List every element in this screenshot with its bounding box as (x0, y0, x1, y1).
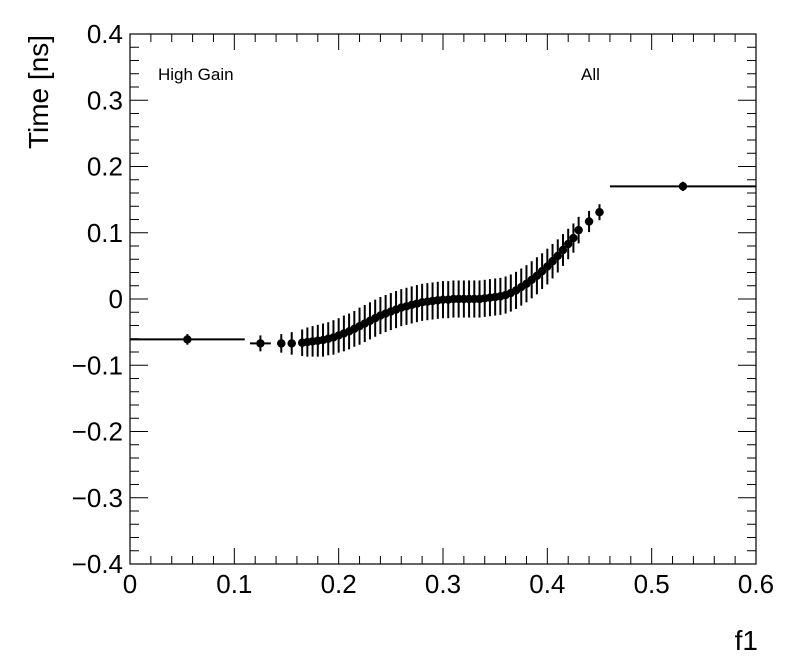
data-marker (595, 208, 604, 217)
data-point (553, 239, 562, 273)
y-tick-label: −0.1 (72, 350, 123, 380)
y-tick-label: 0 (109, 284, 123, 314)
x-axis-title: f1 (735, 625, 758, 656)
x-tick-label: 0.5 (634, 569, 670, 599)
data-marker (543, 262, 552, 271)
data-point (548, 244, 557, 279)
data-points (130, 181, 756, 357)
data-point (564, 228, 573, 260)
data-marker (256, 339, 265, 348)
annotation-high-gain: High Gain (158, 65, 234, 84)
data-marker (277, 339, 286, 348)
data-point (249, 335, 271, 352)
data-marker (558, 245, 568, 255)
data-marker (553, 251, 562, 261)
data-point (506, 274, 516, 312)
data-marker (574, 225, 583, 235)
y-tick-label: −0.2 (72, 417, 123, 447)
data-point (324, 322, 333, 356)
data-marker (548, 257, 557, 266)
data-marker (287, 339, 296, 348)
data-point (130, 334, 245, 345)
data-point (609, 181, 756, 192)
data-marker (584, 217, 594, 226)
x-tick-label: 0 (123, 569, 137, 599)
data-point (543, 248, 552, 285)
y-tick-label: 0.1 (87, 218, 123, 248)
data-marker (564, 239, 573, 249)
y-axis-title: Time [ns] (23, 35, 54, 149)
y-tick-label: −0.3 (72, 483, 123, 513)
data-point (537, 253, 547, 290)
data-marker (183, 335, 192, 344)
data-point (277, 334, 286, 353)
plot-frame (129, 33, 757, 565)
annotation-all: All (581, 65, 600, 84)
y-tick-label: 0.3 (87, 85, 123, 115)
data-point (584, 210, 594, 233)
x-tick-label: 0.6 (738, 569, 774, 599)
x-tick-label: 0.4 (529, 569, 565, 599)
y-tick-label: −0.4 (72, 549, 123, 579)
data-point (595, 204, 604, 221)
data-point (574, 216, 583, 244)
y-tick-label: 0.2 (87, 152, 123, 182)
data-point (558, 234, 568, 266)
x-tick-label: 0.2 (321, 569, 357, 599)
data-marker (569, 233, 578, 243)
data-point (287, 332, 296, 355)
data-point (569, 223, 578, 253)
data-marker (678, 182, 688, 191)
axis-ticks (129, 33, 757, 565)
tick-labels: 0 0.1 0.2 0.3 0.4 0.5 0.6 −0.4 −0.3 −0.2 −0.1 0 0.1 0… (72, 19, 774, 599)
x-tick-label: 0.3 (425, 569, 461, 599)
y-tick-label: 0.4 (87, 19, 123, 49)
x-tick-label: 0.1 (216, 569, 252, 599)
